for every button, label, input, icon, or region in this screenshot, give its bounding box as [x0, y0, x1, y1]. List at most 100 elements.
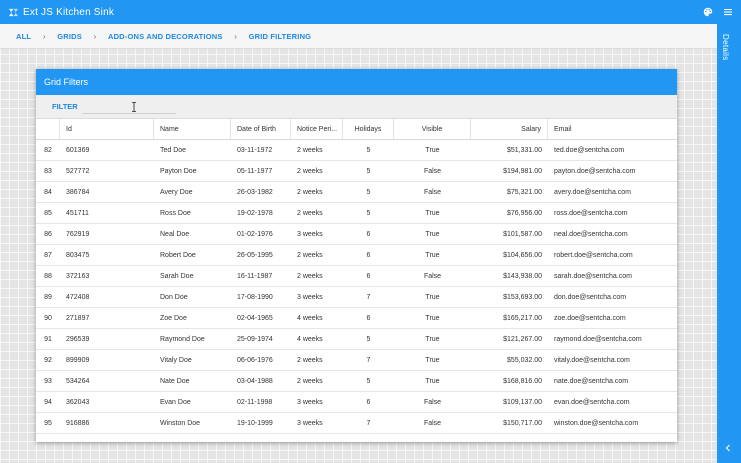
id-cell: 527772	[66, 167, 90, 175]
table-row[interactable]: 86 762919 Neal Doe 01-02-1976 3 weeks 6 True $1…	[36, 224, 677, 245]
visible-cell: True	[425, 356, 440, 364]
salary-cell: $168,816.00	[503, 377, 542, 385]
name-cell: Ted Doe	[160, 146, 187, 154]
holidays-cell: 5	[366, 209, 371, 217]
salary-cell: $150,717.00	[503, 419, 542, 427]
table-row[interactable]: 87 803475 Robert Doe 26-05-1995 2 weeks 6 True…	[36, 245, 677, 266]
date-of-birth-cell: 19-02-1978	[237, 209, 273, 217]
filter-input[interactable]	[82, 99, 176, 114]
row-number: 88	[44, 272, 52, 280]
email-cell: zoe.doe@sentcha.com	[554, 314, 626, 322]
grid-body: 82 601369 Ted Doe 03-11-1972 2 weeks 5 True $51…	[36, 140, 677, 434]
email-cell: raymond.doe@sentcha.com	[554, 335, 642, 343]
visible-cell: True	[425, 377, 440, 385]
grid-filters-panel: Grid Filters FILTER Id Name Date of Birt…	[36, 69, 677, 442]
holidays-cell: 7	[366, 293, 371, 301]
table-row[interactable]: 82 601369 Ted Doe 03-11-1972 2 weeks 5 True $51…	[36, 140, 677, 161]
table-row[interactable]: 89 472408 Don Doe 17-08-1990 3 weeks 7 True $15…	[36, 287, 677, 308]
row-number: 92	[44, 356, 52, 364]
visible-cell: True	[425, 293, 440, 301]
table-row[interactable]: 93 534264 Nate Doe 03-04-1988 2 weeks 5 True $1…	[36, 371, 677, 392]
salary-cell: $55,032.00	[506, 356, 542, 364]
table-row[interactable]: 95 916886 Winston Doe 19-10-1999 3 weeks 7 Fal…	[36, 413, 677, 434]
app-title: Ext JS Kitchen Sink	[23, 6, 115, 18]
salary-cell: $153,693.00	[503, 293, 542, 301]
column-header-salary[interactable]: Salary	[471, 119, 548, 139]
date-of-birth-cell: 26-05-1995	[237, 251, 273, 259]
table-row[interactable]: 83 527772 Payton Doe 05-11-1977 2 weeks 5 Fals…	[36, 161, 677, 182]
notice-period-cell: 3 weeks	[297, 419, 323, 427]
visible-cell: True	[425, 335, 440, 343]
sencha-logo-icon	[8, 8, 19, 16]
breadcrumb-item-grid-filtering[interactable]: GRID FILTERING	[248, 31, 312, 41]
holidays-cell: 7	[366, 419, 371, 427]
name-cell: Payton Doe	[160, 167, 197, 175]
chevron-right-icon: ›	[234, 31, 237, 41]
column-header-notice-period[interactable]: Notice Peri...	[291, 119, 343, 139]
id-cell: 451711	[66, 209, 89, 217]
column-header-name[interactable]: Name	[154, 119, 231, 139]
details-panel-toggle[interactable]: Details	[717, 24, 741, 463]
id-cell: 762919	[66, 230, 90, 238]
visible-cell: False	[423, 398, 442, 406]
salary-cell: $104,656.00	[503, 251, 542, 259]
holidays-cell: 6	[366, 251, 371, 259]
row-number: 89	[44, 293, 52, 301]
filter-toolbar: FILTER	[36, 95, 677, 119]
column-header-holidays[interactable]: Holidays	[343, 119, 394, 139]
topbar-actions	[703, 7, 733, 17]
column-header-rownumber	[36, 119, 60, 139]
date-of-birth-cell: 03-04-1988	[237, 377, 273, 385]
breadcrumb-item-grids[interactable]: GRIDS	[57, 31, 82, 41]
breadcrumb-item-addons[interactable]: ADD-ONS AND DECORATIONS	[107, 31, 223, 41]
row-number: 95	[44, 419, 52, 427]
column-header-visible[interactable]: Visible	[394, 119, 471, 139]
salary-cell: $101,587.00	[503, 230, 542, 238]
chevron-left-icon[interactable]	[723, 443, 733, 453]
table-row[interactable]: 92 899909 Vitaly Doe 06-06-1976 2 weeks 7 True…	[36, 350, 677, 371]
column-header-id[interactable]: Id	[60, 119, 154, 139]
breadcrumb: ALL › GRIDS › ADD-ONS AND DECORATIONS › …	[0, 24, 717, 49]
name-cell: Raymond Doe	[160, 335, 205, 343]
visible-cell: True	[425, 209, 440, 217]
salary-cell: $75,321.00	[506, 188, 542, 196]
salary-cell: $194,981.00	[503, 167, 542, 175]
id-cell: 899909	[66, 356, 90, 364]
visible-cell: False	[423, 188, 442, 196]
date-of-birth-cell: 26-03-1982	[237, 188, 273, 196]
table-row[interactable]: 94 362043 Evan Doe 02-11-1998 3 weeks 6 False $…	[36, 392, 677, 413]
salary-cell: $143,938.00	[503, 272, 542, 280]
holidays-cell: 5	[366, 377, 371, 385]
column-header-email[interactable]: Email	[554, 125, 572, 133]
menu-icon[interactable]	[723, 7, 733, 17]
holidays-cell: 6	[366, 398, 371, 406]
id-cell: 296539	[66, 335, 90, 343]
date-of-birth-cell: 01-02-1976	[237, 230, 273, 238]
id-cell: 472408	[66, 293, 90, 301]
holidays-cell: 6	[366, 272, 371, 280]
email-cell: vitaly.doe@sentcha.com	[554, 356, 630, 364]
row-number: 90	[44, 314, 52, 322]
table-row[interactable]: 88 372163 Sarah Doe 16-11-1987 2 weeks 6 False…	[36, 266, 677, 287]
name-cell: Robert Doe	[160, 251, 196, 259]
row-number: 85	[44, 209, 52, 217]
palette-icon[interactable]	[703, 7, 713, 17]
column-header-date-of-birth[interactable]: Date of Birth	[231, 119, 291, 139]
grid-header: Id Name Date of Birth Notice Peri... Hol…	[36, 119, 677, 140]
details-label[interactable]: Details	[721, 34, 730, 61]
holidays-cell: 5	[366, 167, 371, 175]
app-titlebar: Ext JS Kitchen Sink	[0, 0, 741, 24]
table-row[interactable]: 90 271897 Zoe Doe 02-04-1965 4 weeks 6 True $16…	[36, 308, 677, 329]
notice-period-cell: 2 weeks	[297, 272, 323, 280]
panel-title: Grid Filters	[36, 69, 677, 95]
notice-period-cell: 2 weeks	[297, 356, 323, 364]
breadcrumb-item-all[interactable]: ALL	[16, 31, 32, 41]
table-row[interactable]: 85 451711 Ross Doe 19-02-1978 2 weeks 5 True $7…	[36, 203, 677, 224]
email-cell: winston.doe@sentcha.com	[554, 419, 639, 427]
holidays-cell: 5	[366, 146, 371, 154]
notice-period-cell: 4 weeks	[297, 314, 323, 322]
salary-cell: $51,331.00	[506, 146, 542, 154]
table-row[interactable]: 91 296539 Raymond Doe 25-09-1974 4 weeks 5 Tru…	[36, 329, 677, 350]
name-cell: Evan Doe	[160, 398, 191, 406]
table-row[interactable]: 84 386784 Avery Doe 26-03-1982 2 weeks 5 False…	[36, 182, 677, 203]
